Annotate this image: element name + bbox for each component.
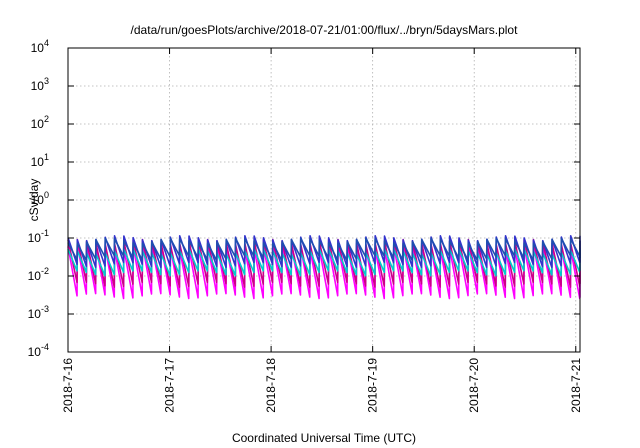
y-tick-label: 103 xyxy=(31,76,49,93)
x-tick-label: 2018-7-16 xyxy=(61,358,75,413)
x-tick-label: 2018-7-20 xyxy=(467,358,481,413)
y-tick-label: 10-2 xyxy=(28,266,49,283)
x-tick-label: 2018-7-18 xyxy=(264,358,278,413)
x-tick-label: 2018-7-21 xyxy=(569,358,583,413)
y-tick-label: 101 xyxy=(31,152,49,169)
y-tick-label: 102 xyxy=(31,114,49,131)
series-layer xyxy=(67,234,581,300)
tick-layer: 10-4 10-3 10-2 10-1 100 101 102 103 104 2018-7-16… xyxy=(28,38,583,413)
y-tick-label: 10-1 xyxy=(28,228,49,245)
y-axis-label: cSv/day xyxy=(27,179,41,222)
series-line xyxy=(67,237,581,262)
x-tick-label: 2018-7-19 xyxy=(366,358,380,413)
x-tick-label: 2018-7-17 xyxy=(163,358,177,413)
y-tick-label: 100 xyxy=(31,190,49,207)
y-tick-label: 10-3 xyxy=(28,304,49,321)
y-tick-label: 104 xyxy=(31,38,49,55)
x-axis-label: Coordinated Universal Time (UTC) xyxy=(232,431,416,445)
grid-layer xyxy=(68,48,580,352)
chart-title: /data/run/goesPlots/archive/2018-07-21/0… xyxy=(131,23,519,37)
y-tick-label: 10-4 xyxy=(28,342,49,359)
